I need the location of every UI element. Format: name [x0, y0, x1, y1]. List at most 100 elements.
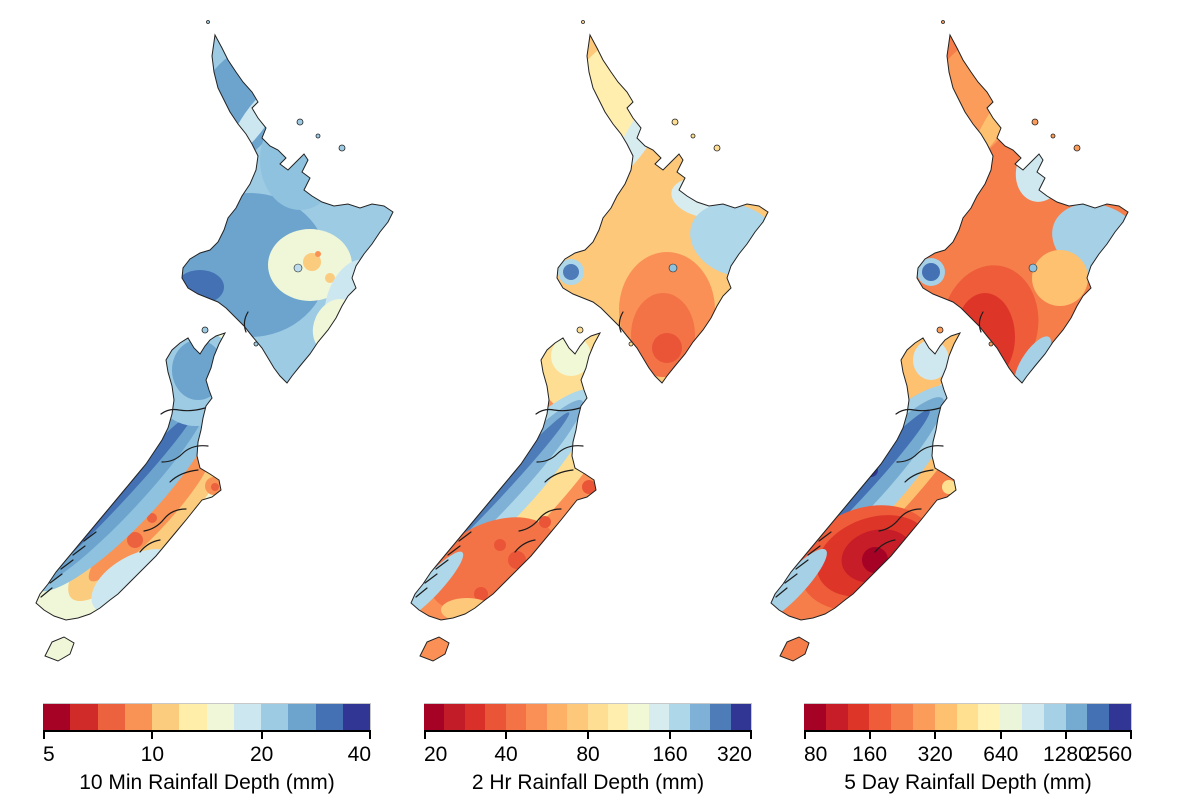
colorbar-swatch [206, 704, 234, 730]
colorbar-ticklabels-10min: 5 10 20 40 [43, 742, 371, 767]
colorbar-swatch [464, 704, 486, 730]
colorbar-swatch [804, 704, 826, 730]
colorbar-swatch [567, 704, 588, 730]
colorbar-swatch [485, 704, 506, 730]
legend-10min: 5 10 20 40 10 Min Rainfall Depth (mm) [43, 703, 371, 795]
colorbar-caption-10min: 10 Min Rainfall Depth (mm) [79, 771, 335, 794]
colorbar-swatch [546, 704, 568, 730]
tick-label: 640 [983, 743, 1019, 766]
colorbar-swatch [648, 704, 670, 730]
axis-tick [868, 732, 871, 739]
colorbar-swatch [912, 704, 935, 730]
colorbar-swatch [825, 704, 848, 730]
colorbar-swatch [956, 704, 979, 730]
colorbar-swatch [1000, 704, 1022, 730]
tick-label: 160 [852, 743, 888, 766]
colorbar-swatch [70, 704, 98, 730]
coastline [35, 34, 394, 621]
colorbar-swatch [179, 704, 207, 730]
colorbar-swatch [730, 704, 751, 730]
colorbar-swatch [1087, 704, 1110, 730]
rivers [415, 311, 624, 598]
axis-tick [999, 732, 1002, 739]
colorbar-swatch [689, 704, 711, 730]
tick-label: 10 [140, 743, 165, 766]
axis-tick [260, 732, 263, 739]
axis-tick [43, 732, 45, 739]
axis-tick [804, 732, 806, 739]
colorbar-swatch [978, 704, 1001, 730]
colorbar-swatch [891, 704, 913, 730]
colorbar-axis-2hr [424, 730, 752, 740]
tick-label: 320 [917, 743, 953, 766]
colorbar-axis-10min [43, 730, 371, 740]
stewart-island [44, 636, 75, 662]
colorbar-swatch [1109, 704, 1131, 730]
map-panel-2hr [410, 20, 769, 662]
north-island-raster [917, 35, 1128, 383]
tick-label: 80 [804, 743, 828, 766]
colorbar-swatch [587, 704, 608, 730]
map-panel-5day [770, 20, 1129, 662]
tick-label: 20 [249, 743, 274, 766]
colorbar-swatch [847, 704, 870, 730]
north-island-raster [182, 35, 393, 383]
colorbar-10min [43, 703, 371, 730]
colorbar-caption-2hr: 2 Hr Rainfall Depth (mm) [471, 771, 705, 794]
colorbar-swatch [526, 704, 547, 730]
axis-tick [151, 732, 154, 739]
axis-tick [669, 732, 671, 739]
colorbar-swatch [1065, 704, 1088, 730]
colorbar-swatch [124, 704, 152, 730]
stewart-island [419, 636, 450, 662]
colorbar-swatch [315, 704, 343, 730]
axis-tick [750, 732, 752, 739]
axis-tick [1065, 732, 1068, 739]
map-panel-10min [35, 20, 394, 662]
legend-2hr: 20 40 80 160 320 2 Hr Rainfall Depth (mm) [424, 703, 752, 795]
colorbar-ticklabels-5day: 80 160 320 640 1280 2560 [804, 742, 1132, 767]
colorbar-5day [804, 703, 1132, 730]
south-island-raster [36, 333, 225, 620]
colorbar-caption-5day: 5 Day Rainfall Depth (mm) [844, 771, 1092, 794]
stewart-island [779, 636, 810, 662]
colorbar-swatch [261, 704, 289, 730]
colorbar-axis-5day [804, 730, 1132, 740]
axis-tick [424, 732, 426, 739]
colorbar-swatch [628, 704, 649, 730]
axis-tick [934, 732, 937, 739]
lake-taupo [668, 263, 678, 273]
tick-label: 2560 [1085, 743, 1132, 766]
tick-label: 5 [43, 743, 55, 766]
colorbar-swatch [43, 704, 71, 730]
colorbar-swatch [669, 704, 690, 730]
tick-label: 160 [652, 743, 688, 766]
offshore-islets [936, 20, 1081, 347]
offshore-islets [576, 20, 721, 347]
legend-5day: 80 160 320 640 1280 2560 5 Day Rainfall Depth… [804, 703, 1132, 795]
colorbar-swatch [288, 704, 316, 730]
coastline [770, 34, 1129, 621]
colorbar-swatch [342, 704, 370, 730]
axis-tick [505, 732, 507, 739]
rivers [40, 311, 249, 598]
colorbar-swatch [233, 704, 261, 730]
tick-label: 1280 [1043, 743, 1090, 766]
axis-tick [587, 732, 589, 739]
axis-tick [1130, 732, 1132, 739]
colorbar-swatch [424, 704, 445, 730]
tick-label: 40 [494, 743, 518, 766]
colorbar-2hr [424, 703, 752, 730]
colorbar-swatch [710, 704, 731, 730]
colorbar-swatch [505, 704, 527, 730]
colorbar-swatch [869, 704, 892, 730]
colorbar-swatch [97, 704, 125, 730]
colorbar-ticklabels-2hr: 20 40 80 160 320 [424, 742, 752, 767]
tick-label: 20 [424, 743, 448, 766]
colorbar-swatch [152, 704, 180, 730]
colorbar-swatch [607, 704, 629, 730]
colorbar-swatch [934, 704, 957, 730]
lake-taupo [293, 263, 303, 273]
colorbar-swatch [1043, 704, 1066, 730]
